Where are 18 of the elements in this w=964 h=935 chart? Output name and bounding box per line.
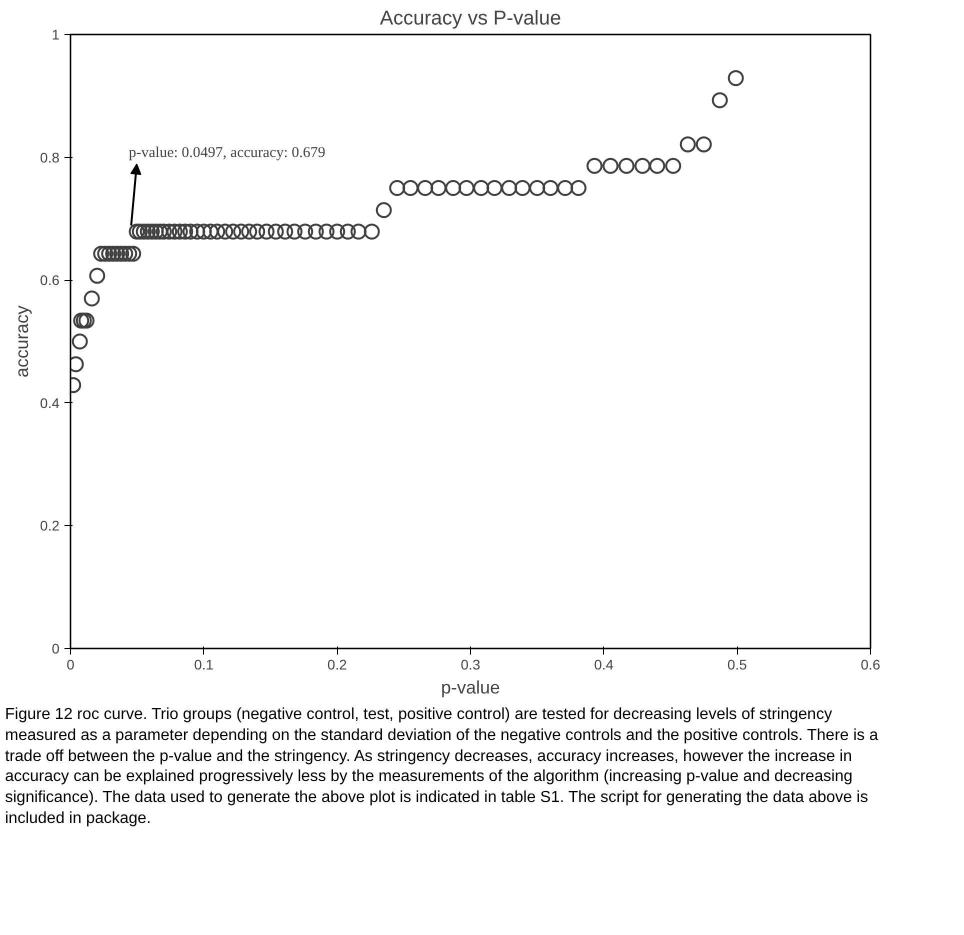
y-tick-label: 0.6 bbox=[40, 272, 60, 288]
x-tick-label: 0.2 bbox=[327, 656, 348, 672]
y-tick-label: 1 bbox=[52, 26, 60, 42]
y-tick-label: 0 bbox=[52, 640, 60, 656]
y-tick-label: 0.4 bbox=[40, 394, 60, 411]
chart-title: Accuracy vs P-value bbox=[380, 8, 562, 30]
y-tick-label: 0.2 bbox=[40, 518, 60, 534]
y-axis-title: accuracy bbox=[12, 305, 32, 378]
x-tick-label: 0.3 bbox=[460, 656, 480, 672]
caption: Figure 12 roc curve. Trio groups (negative control, test, positive control) are tested for decreasing levels of stringency measured as a parameter depending on the standard deviation of the negative controls and the positive controls. There is a trade off between the p-value and the stringency. As stringency decreases, accuracy increases, however the increase in accuracy can be explained progressively less by the measurements of the algorithm (increasing p-value and decreasing significance). The data used to generate the above plot is indicated in table S1. The script for generating the data above is included in package. bbox=[5, 705, 880, 829]
annotation: p-value: 0.0497, accuracy: 0.679 bbox=[128, 144, 326, 161]
y-tick-label: 0.8 bbox=[40, 149, 60, 166]
x-tick-label: 0.1 bbox=[194, 656, 214, 672]
x-tick-label: 0 bbox=[66, 656, 75, 672]
x-axis-title: p-value bbox=[440, 678, 500, 698]
x-tick-label: 0.5 bbox=[727, 656, 748, 672]
x-tick-label: 0.6 bbox=[860, 656, 880, 672]
x-tick-label: 0.4 bbox=[594, 656, 614, 672]
